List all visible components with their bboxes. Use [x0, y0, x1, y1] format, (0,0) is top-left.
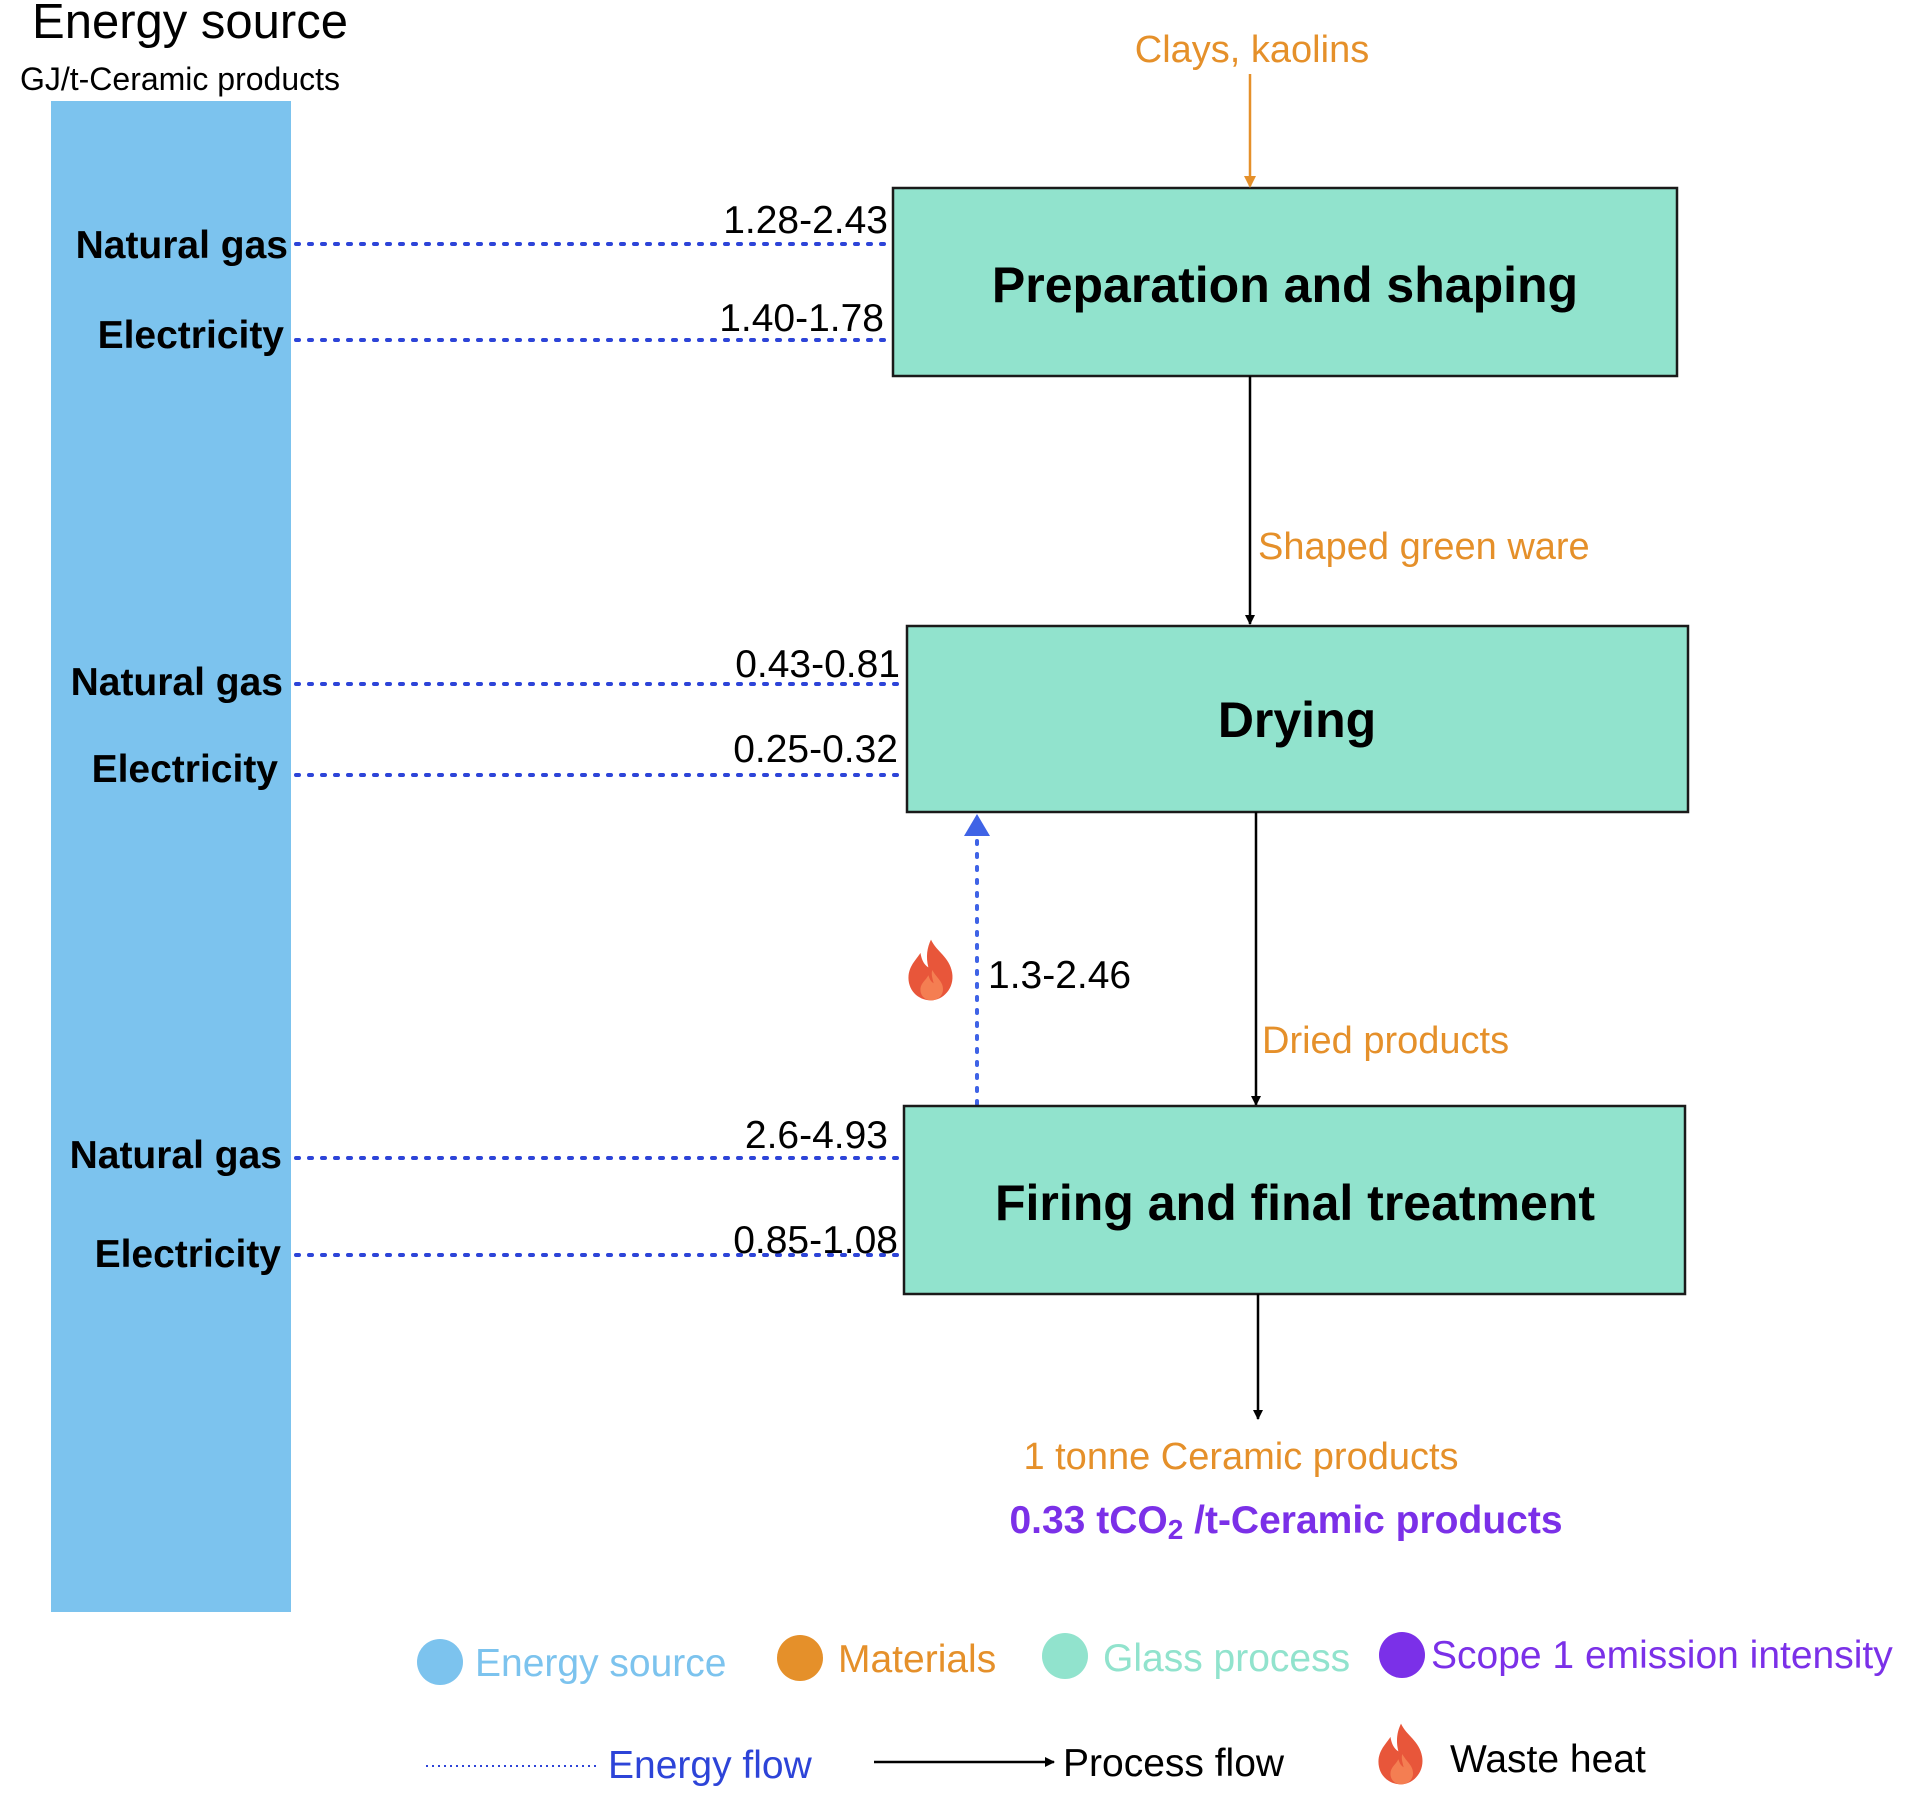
legend-scope1-swatch [1379, 1632, 1425, 1678]
material-label-dried: Dried products [1262, 1020, 1509, 1062]
legend-materials-label: Materials [838, 1638, 996, 1681]
energy-source-title: Energy source [32, 0, 348, 49]
legend-energy-flow-label: Energy flow [608, 1744, 813, 1787]
process-box-preparation [891, 186, 1679, 378]
process-box-label: Drying [1218, 692, 1376, 748]
energy-source-unit: GJ/t-Ceramic products [20, 61, 340, 97]
energy-source-bar [51, 101, 291, 1612]
emission-intensity: 0.33 tCO2 /t-Ceramic products [1009, 1499, 1562, 1545]
electricity-label: Electricity [92, 748, 279, 791]
energy-value: 1.28-2.43 [723, 199, 888, 242]
electricity-label: Electricity [95, 1233, 282, 1276]
natural-gas-label: Natural gas [70, 1134, 282, 1177]
electricity-label: Electricity [98, 314, 285, 357]
waste-heat-arrowhead [964, 814, 990, 836]
legend-scope1-label: Scope 1 emission intensity [1431, 1634, 1893, 1677]
natural-gas-label: Natural gas [71, 661, 283, 704]
energy-value: 0.25-0.32 [733, 728, 898, 771]
energy-value: 0.85-1.08 [733, 1219, 898, 1262]
legend-glass-process-label: Glass process [1103, 1637, 1350, 1680]
natural-gas-label: Natural gas [76, 224, 288, 267]
legend-energy-source-label: Energy source [475, 1642, 726, 1685]
process-box-label: Preparation and shaping [992, 257, 1578, 313]
process-box-drying [905, 624, 1690, 814]
legend-process-flow-label: Process flow [1063, 1742, 1285, 1785]
material-label-shaped: Shaped green ware [1258, 526, 1590, 568]
flame-icon [908, 939, 953, 1001]
material-input-label: Clays, kaolins [1135, 29, 1369, 71]
process-box-firing [902, 1104, 1687, 1296]
legend-energy-source-swatch [417, 1639, 463, 1685]
output-product-label: 1 tonne Ceramic products [1023, 1436, 1458, 1478]
process-box-label: Firing and final treatment [995, 1175, 1595, 1231]
energy-value: 1.40-1.78 [719, 297, 884, 340]
legend-materials-swatch [777, 1635, 823, 1681]
legend-glass-process-swatch [1042, 1633, 1088, 1679]
waste-heat-value: 1.3-2.46 [988, 954, 1131, 997]
flame-icon [1378, 1723, 1423, 1785]
energy-value: 2.6-4.93 [745, 1114, 888, 1157]
legend-waste-heat-label: Waste heat [1450, 1738, 1646, 1781]
energy-value: 0.43-0.81 [735, 643, 900, 686]
